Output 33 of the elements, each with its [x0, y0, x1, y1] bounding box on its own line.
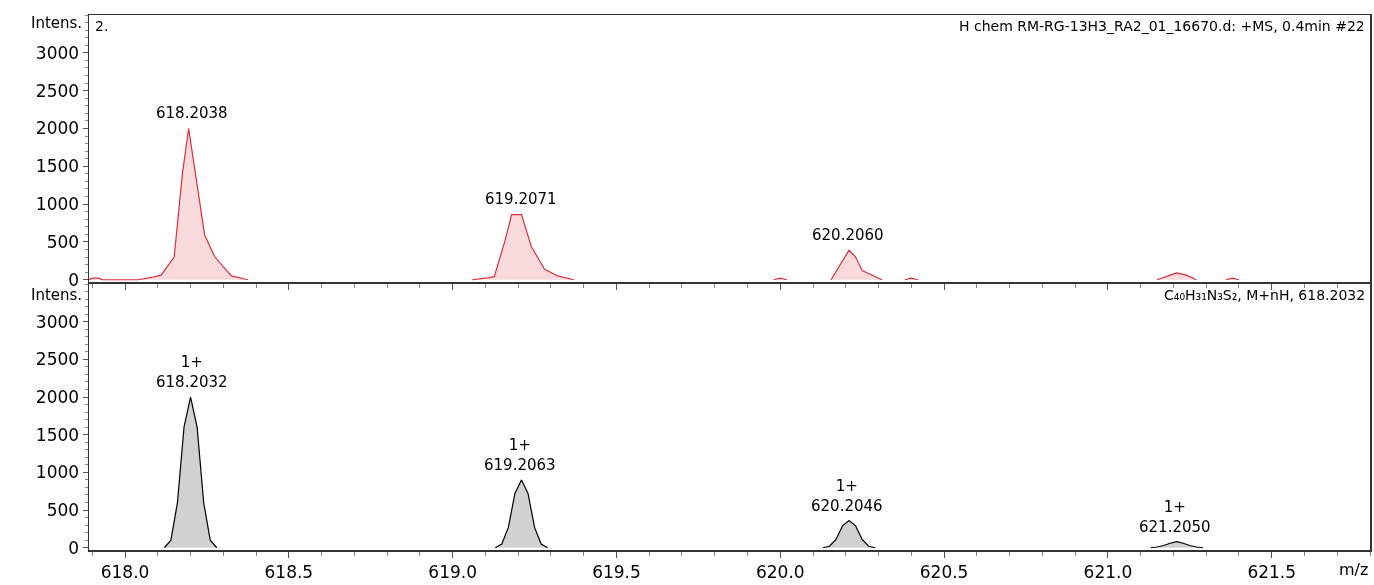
x-tick-label: 620.5	[919, 561, 969, 582]
y-tick-label: 3000	[35, 311, 80, 332]
annotation: 1+ 621.2050	[1139, 498, 1211, 536]
annotation: 620.2060	[812, 226, 884, 244]
y-tick-label: 1000	[35, 462, 80, 483]
x-tick-label: 621.0	[1083, 561, 1133, 582]
y-tick-label: 1500	[35, 424, 80, 445]
annotation: 1+ 620.2046	[811, 477, 883, 515]
annotation: 1+ 618.2032	[156, 353, 228, 391]
x-tick-label: 618.5	[264, 561, 314, 582]
y-tick-label: 2500	[35, 80, 80, 101]
y-tick-label: 1000	[35, 194, 80, 215]
annotation: 1+ 619.2063	[484, 436, 556, 474]
x-tick-label: 620.0	[755, 561, 805, 582]
x-axis-title: m/z	[1339, 560, 1369, 579]
x-tick-label: 621.5	[1247, 561, 1297, 582]
y-tick-label: 2000	[35, 118, 80, 139]
chart-subtitle: C₄₀H₃₁N₃S₂, M+nH, 618.2032	[1164, 287, 1366, 303]
y-tick-label: 3000	[35, 42, 80, 63]
chart-subtitle: H chem RM-RG-13H3_RA2_01_16670.d: +MS, 0.4min #22	[959, 18, 1365, 34]
x-tick-label: 619.5	[592, 561, 641, 582]
y-tick-label: 500	[46, 500, 80, 521]
x-tick-label: 618.0	[100, 561, 150, 582]
chart-title: 2.	[95, 18, 109, 34]
annotation: 618.2038	[156, 104, 228, 122]
x-tick-label: 619.0	[428, 561, 477, 582]
y-tick-label: 1500	[35, 156, 80, 177]
y-tick-label: 2500	[35, 349, 80, 370]
y-axis-title: Intens.	[31, 14, 83, 32]
y-tick-label: 500	[46, 231, 80, 252]
y-tick-label: 2000	[35, 386, 80, 407]
y-tick-label: 0	[68, 537, 80, 558]
annotation: 619.2071	[485, 190, 557, 208]
